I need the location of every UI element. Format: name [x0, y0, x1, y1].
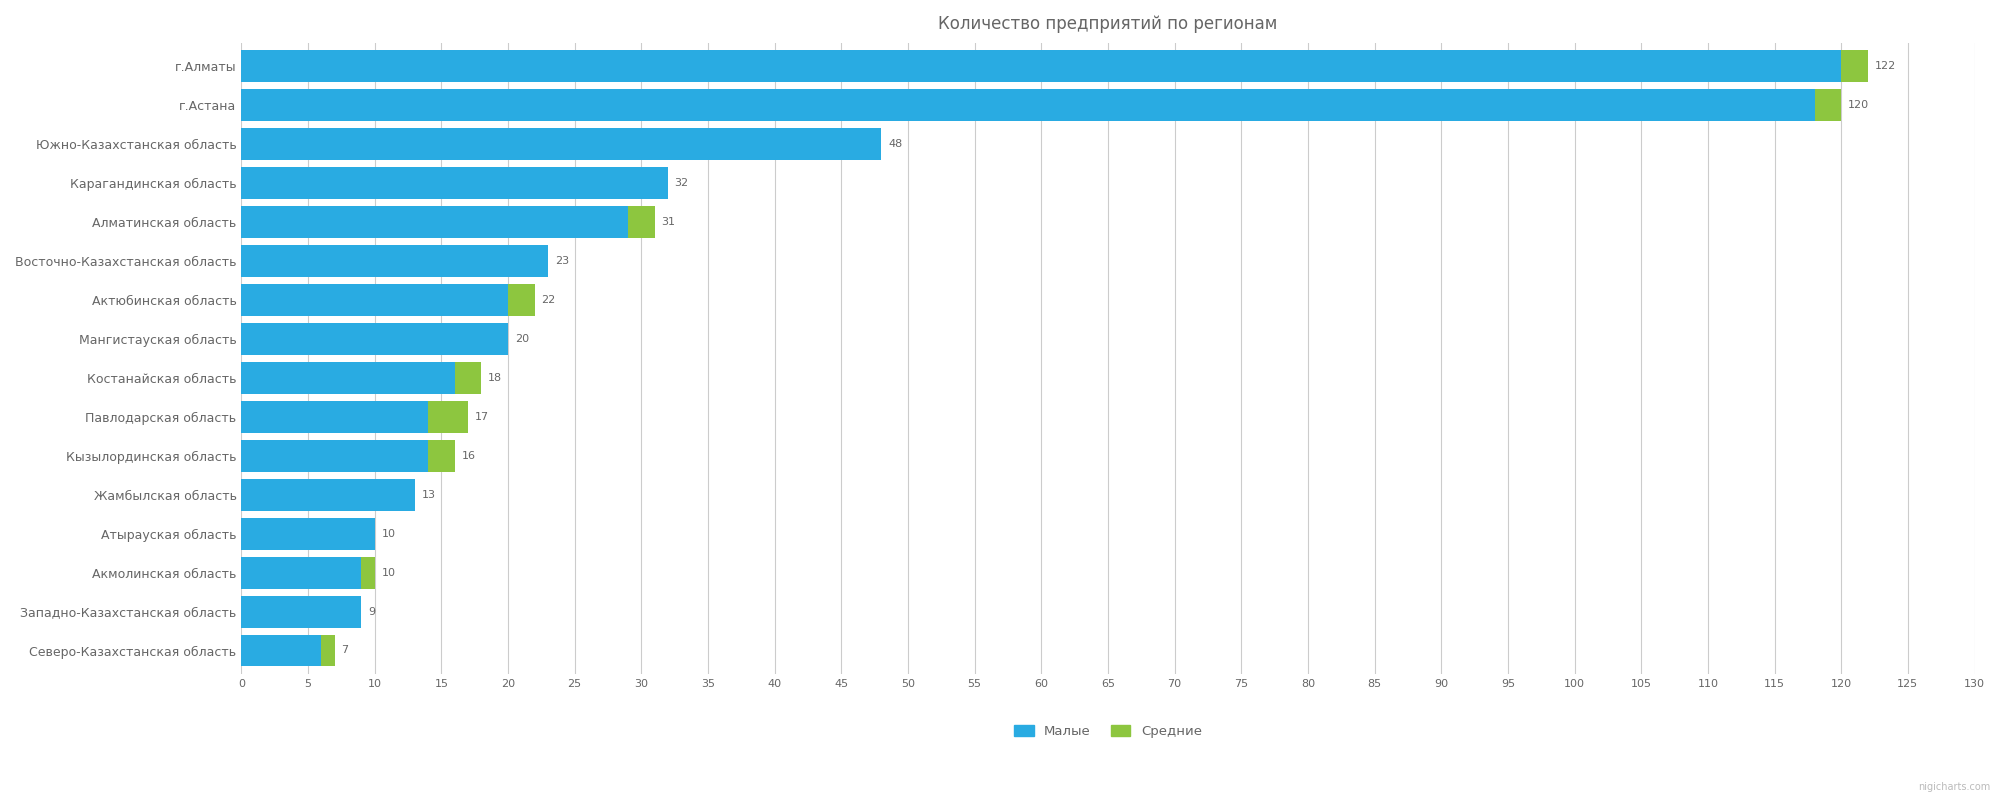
- Bar: [1842, 50, 1868, 82]
- Bar: [242, 440, 428, 472]
- Bar: [242, 128, 882, 160]
- Bar: [242, 284, 508, 316]
- Bar: [242, 595, 362, 627]
- Bar: [428, 440, 454, 472]
- Bar: [242, 518, 374, 550]
- Bar: [242, 206, 628, 238]
- Bar: [242, 323, 508, 355]
- Text: 13: 13: [422, 490, 436, 500]
- Bar: [428, 401, 468, 433]
- Text: 32: 32: [674, 178, 688, 188]
- Bar: [242, 245, 548, 277]
- Text: 18: 18: [488, 373, 502, 383]
- Bar: [242, 401, 428, 433]
- Bar: [242, 167, 668, 199]
- Text: 31: 31: [662, 217, 676, 227]
- Bar: [508, 284, 534, 316]
- Text: 120: 120: [1848, 100, 1868, 110]
- Text: 20: 20: [514, 334, 528, 344]
- Text: nigicharts.com: nigicharts.com: [1918, 782, 1990, 792]
- Text: 22: 22: [542, 295, 556, 305]
- Bar: [322, 634, 334, 666]
- Bar: [242, 90, 1814, 121]
- Text: 9: 9: [368, 606, 376, 617]
- Text: 122: 122: [1874, 62, 1896, 71]
- Bar: [362, 557, 374, 589]
- Bar: [242, 50, 1842, 82]
- Text: 17: 17: [474, 412, 488, 422]
- Text: 48: 48: [888, 139, 902, 149]
- Bar: [242, 557, 362, 589]
- Bar: [454, 362, 482, 394]
- Text: 10: 10: [382, 529, 396, 538]
- Legend: Малые, Средние: Малые, Средние: [1014, 725, 1202, 738]
- Bar: [242, 478, 414, 510]
- Text: 23: 23: [554, 256, 568, 266]
- Text: 7: 7: [342, 646, 348, 655]
- Bar: [628, 206, 654, 238]
- Bar: [1814, 90, 1842, 121]
- Bar: [242, 634, 322, 666]
- Bar: [242, 362, 454, 394]
- Text: 16: 16: [462, 450, 476, 461]
- Text: 10: 10: [382, 567, 396, 578]
- Title: Количество предприятий по регионам: Количество предприятий по регионам: [938, 15, 1278, 33]
